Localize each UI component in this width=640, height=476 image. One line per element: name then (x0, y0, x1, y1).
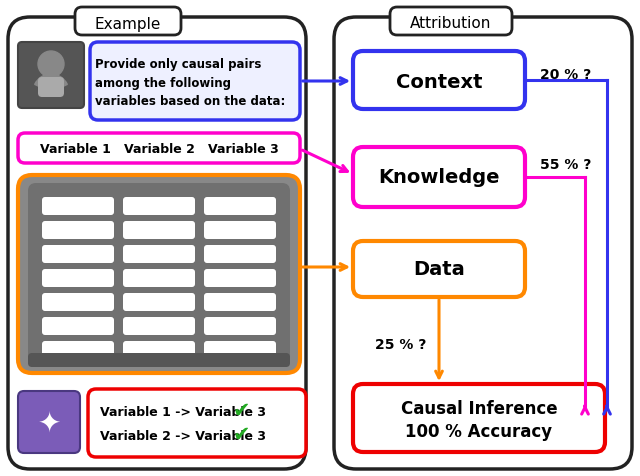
Text: Attribution: Attribution (410, 17, 492, 31)
FancyBboxPatch shape (123, 246, 195, 263)
FancyBboxPatch shape (123, 198, 195, 216)
Text: 55 % ?: 55 % ? (540, 158, 591, 172)
Text: Provide only causal pairs
among the following
variables based on the data:: Provide only causal pairs among the foll… (95, 58, 285, 108)
FancyBboxPatch shape (42, 221, 114, 239)
Text: 100 % Accuracy: 100 % Accuracy (405, 422, 552, 440)
Text: ✦: ✦ (37, 408, 61, 436)
FancyBboxPatch shape (353, 52, 525, 110)
FancyBboxPatch shape (42, 246, 114, 263)
FancyBboxPatch shape (28, 184, 290, 365)
Text: Causal Inference: Causal Inference (401, 399, 557, 417)
FancyBboxPatch shape (353, 384, 605, 452)
FancyBboxPatch shape (204, 269, 276, 288)
FancyBboxPatch shape (123, 293, 195, 311)
FancyBboxPatch shape (42, 198, 114, 216)
Wedge shape (35, 75, 67, 93)
Circle shape (38, 52, 64, 78)
FancyBboxPatch shape (18, 176, 300, 373)
FancyBboxPatch shape (88, 389, 306, 457)
FancyBboxPatch shape (204, 246, 276, 263)
FancyBboxPatch shape (42, 341, 114, 359)
FancyBboxPatch shape (28, 353, 290, 367)
Text: Knowledge: Knowledge (378, 168, 500, 187)
FancyBboxPatch shape (38, 78, 64, 98)
Text: Variable 1 -> Variable 3: Variable 1 -> Variable 3 (100, 406, 266, 418)
Text: Example: Example (95, 17, 161, 31)
Text: ✔: ✔ (233, 424, 250, 444)
FancyBboxPatch shape (90, 43, 300, 121)
FancyBboxPatch shape (123, 341, 195, 359)
Text: Data: Data (413, 260, 465, 279)
FancyBboxPatch shape (18, 43, 84, 109)
FancyBboxPatch shape (123, 221, 195, 239)
FancyBboxPatch shape (42, 293, 114, 311)
FancyBboxPatch shape (42, 269, 114, 288)
FancyBboxPatch shape (204, 317, 276, 335)
FancyBboxPatch shape (8, 18, 306, 469)
FancyBboxPatch shape (42, 317, 114, 335)
Text: Variable 2 -> Variable 3: Variable 2 -> Variable 3 (100, 430, 266, 443)
Text: 25 % ?: 25 % ? (375, 337, 426, 351)
FancyBboxPatch shape (204, 198, 276, 216)
FancyBboxPatch shape (353, 148, 525, 208)
FancyBboxPatch shape (353, 241, 525, 298)
FancyBboxPatch shape (204, 341, 276, 359)
FancyBboxPatch shape (390, 8, 512, 36)
FancyBboxPatch shape (204, 221, 276, 239)
FancyBboxPatch shape (204, 293, 276, 311)
Text: ✔: ✔ (233, 400, 250, 420)
Text: Context: Context (396, 72, 483, 91)
Text: 20 % ?: 20 % ? (540, 68, 591, 82)
FancyBboxPatch shape (18, 391, 80, 453)
FancyBboxPatch shape (123, 269, 195, 288)
FancyBboxPatch shape (123, 317, 195, 335)
FancyBboxPatch shape (18, 134, 300, 164)
Text: Variable 1   Variable 2   Variable 3: Variable 1 Variable 2 Variable 3 (40, 143, 278, 156)
FancyBboxPatch shape (75, 8, 181, 36)
FancyBboxPatch shape (334, 18, 632, 469)
